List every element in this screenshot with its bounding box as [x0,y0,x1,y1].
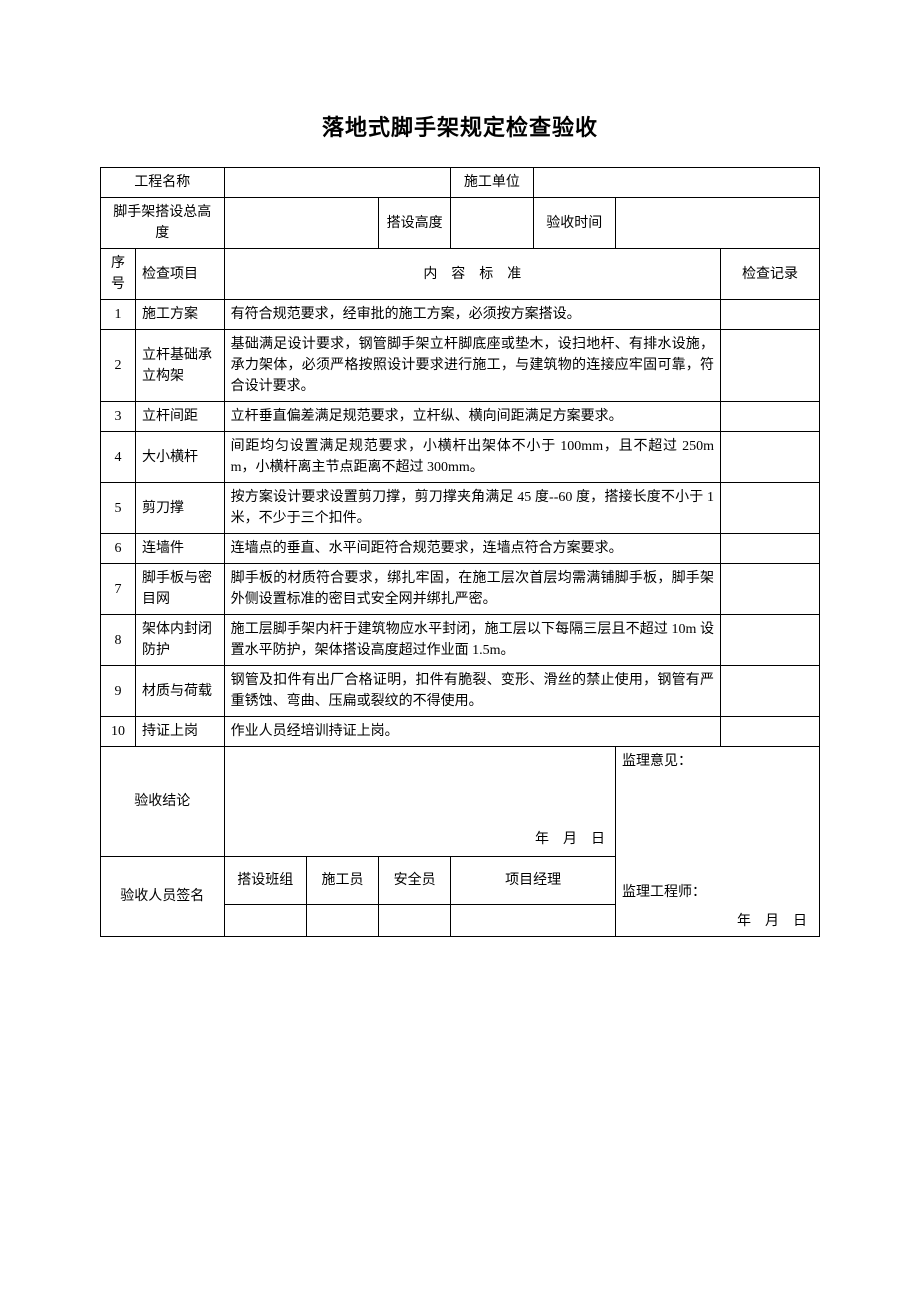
table-row: 3 立杆间距 立杆垂直偏差满足规范要求，立杆纵、横向间距满足方案要求。 [101,402,820,432]
row-item: 架体内封闭防护 [136,615,225,666]
row-item: 脚手板与密目网 [136,564,225,615]
row-seq: 7 [101,564,136,615]
table-row: 5 剪刀撑 按方案设计要求设置剪刀撑，剪刀撑夹角满足 45 度--60 度，搭接… [101,483,820,534]
row-record [721,717,820,747]
table-row: 10 持证上岗 作业人员经培训持证上岗。 [101,717,820,747]
col-item-header: 检查项目 [136,249,225,300]
table-row: 9 材质与荷载 钢管及扣件有出厂合格证明，扣件有脆裂、变形、滑丝的禁止使用，钢管… [101,666,820,717]
signer-team-value [224,905,306,937]
row-content: 作业人员经培训持证上岗。 [224,717,720,747]
signer-constructor-value [306,905,378,937]
row-record [721,330,820,402]
setup-height-value [451,198,533,249]
row-seq: 2 [101,330,136,402]
column-header-row: 序号 检查项目 内 容 标 准 检查记录 [101,249,820,300]
row-seq: 6 [101,534,136,564]
row-item: 剪刀撑 [136,483,225,534]
row-seq: 8 [101,615,136,666]
row-item: 材质与荷载 [136,666,225,717]
row-content: 按方案设计要求设置剪刀撑，剪刀撑夹角满足 45 度--60 度，搭接长度不小于 … [224,483,720,534]
inspection-table: 工程名称 施工单位 脚手架搭设总高度 搭设高度 验收时间 序号 检查项目 内 容… [100,167,820,937]
col-seq-header: 序号 [101,249,136,300]
project-name-label: 工程名称 [101,168,225,198]
signer-team-label: 搭设班组 [224,857,306,905]
row-content: 间距均匀设置满足规范要求，小横杆出架体不小于 100mm，且不超过 250mm，… [224,432,720,483]
row-item: 大小横杆 [136,432,225,483]
row-content: 钢管及扣件有出厂合格证明，扣件有脆裂、变形、滑丝的禁止使用，钢管有严重锈蚀、弯曲… [224,666,720,717]
signer-constructor-label: 施工员 [306,857,378,905]
row-content: 基础满足设计要求，钢管脚手架立杆脚底座或垫木，设扫地杆、有排水设施，承力架体，必… [224,330,720,402]
signature-label: 验收人员签名 [101,857,225,937]
row-record [721,402,820,432]
table-row: 8 架体内封闭防护 施工层脚手架内杆于建筑物应水平封闭，施工层以下每隔三层且不超… [101,615,820,666]
supervisor-date: 年 月 日 [622,911,813,932]
row-content: 立杆垂直偏差满足规范要求，立杆纵、横向间距满足方案要求。 [224,402,720,432]
signer-safety-label: 安全员 [379,857,451,905]
row-content: 有符合规范要求，经审批的施工方案，必须按方案搭设。 [224,300,720,330]
conclusion-label: 验收结论 [101,747,225,857]
total-height-value [224,198,378,249]
row-record [721,615,820,666]
row-seq: 4 [101,432,136,483]
row-seq: 10 [101,717,136,747]
row-seq: 3 [101,402,136,432]
row-item: 持证上岗 [136,717,225,747]
col-content-header: 内 容 标 准 [224,249,720,300]
construction-unit-label: 施工单位 [451,168,533,198]
col-record-header: 检查记录 [721,249,820,300]
row-seq: 1 [101,300,136,330]
supervisor-opinion: 监理意见： 监理工程师： 年 月 日 [615,747,819,937]
row-content: 脚手板的材质符合要求，绑扎牢固，在施工层次首层均需满铺脚手板，脚手架外侧设置标准… [224,564,720,615]
project-name-value [224,168,451,198]
conclusion-row: 验收结论 年 月 日 监理意见： 监理工程师： 年 月 日 [101,747,820,857]
row-item: 立杆间距 [136,402,225,432]
total-height-label: 脚手架搭设总高度 [101,198,225,249]
setup-height-label: 搭设高度 [379,198,451,249]
signer-safety-value [379,905,451,937]
acceptance-time-value [615,198,819,249]
supervisor-engineer-label: 监理工程师： [622,882,813,903]
row-record [721,432,820,483]
row-content: 连墙点的垂直、水平间距符合规范要求，连墙点符合方案要求。 [224,534,720,564]
header-row-1: 工程名称 施工单位 [101,168,820,198]
row-seq: 9 [101,666,136,717]
row-record [721,534,820,564]
row-record [721,564,820,615]
conclusion-date: 年 月 日 [224,747,615,857]
supervisor-opinion-label: 监理意见： [622,751,813,772]
row-record [721,666,820,717]
table-row: 4 大小横杆 间距均匀设置满足规范要求，小横杆出架体不小于 100mm，且不超过… [101,432,820,483]
signer-pm-value [451,905,616,937]
row-record [721,300,820,330]
row-content: 施工层脚手架内杆于建筑物应水平封闭，施工层以下每隔三层且不超过 10m 设置水平… [224,615,720,666]
row-item: 施工方案 [136,300,225,330]
table-row: 1 施工方案 有符合规范要求，经审批的施工方案，必须按方案搭设。 [101,300,820,330]
table-row: 7 脚手板与密目网 脚手板的材质符合要求，绑扎牢固，在施工层次首层均需满铺脚手板… [101,564,820,615]
construction-unit-value [533,168,819,198]
row-item: 连墙件 [136,534,225,564]
row-item: 立杆基础承立构架 [136,330,225,402]
table-row: 6 连墙件 连墙点的垂直、水平间距符合规范要求，连墙点符合方案要求。 [101,534,820,564]
row-record [721,483,820,534]
page-title: 落地式脚手架规定检查验收 [100,110,820,142]
table-row: 2 立杆基础承立构架 基础满足设计要求，钢管脚手架立杆脚底座或垫木，设扫地杆、有… [101,330,820,402]
row-seq: 5 [101,483,136,534]
header-row-2: 脚手架搭设总高度 搭设高度 验收时间 [101,198,820,249]
acceptance-time-label: 验收时间 [533,198,615,249]
signer-pm-label: 项目经理 [451,857,616,905]
